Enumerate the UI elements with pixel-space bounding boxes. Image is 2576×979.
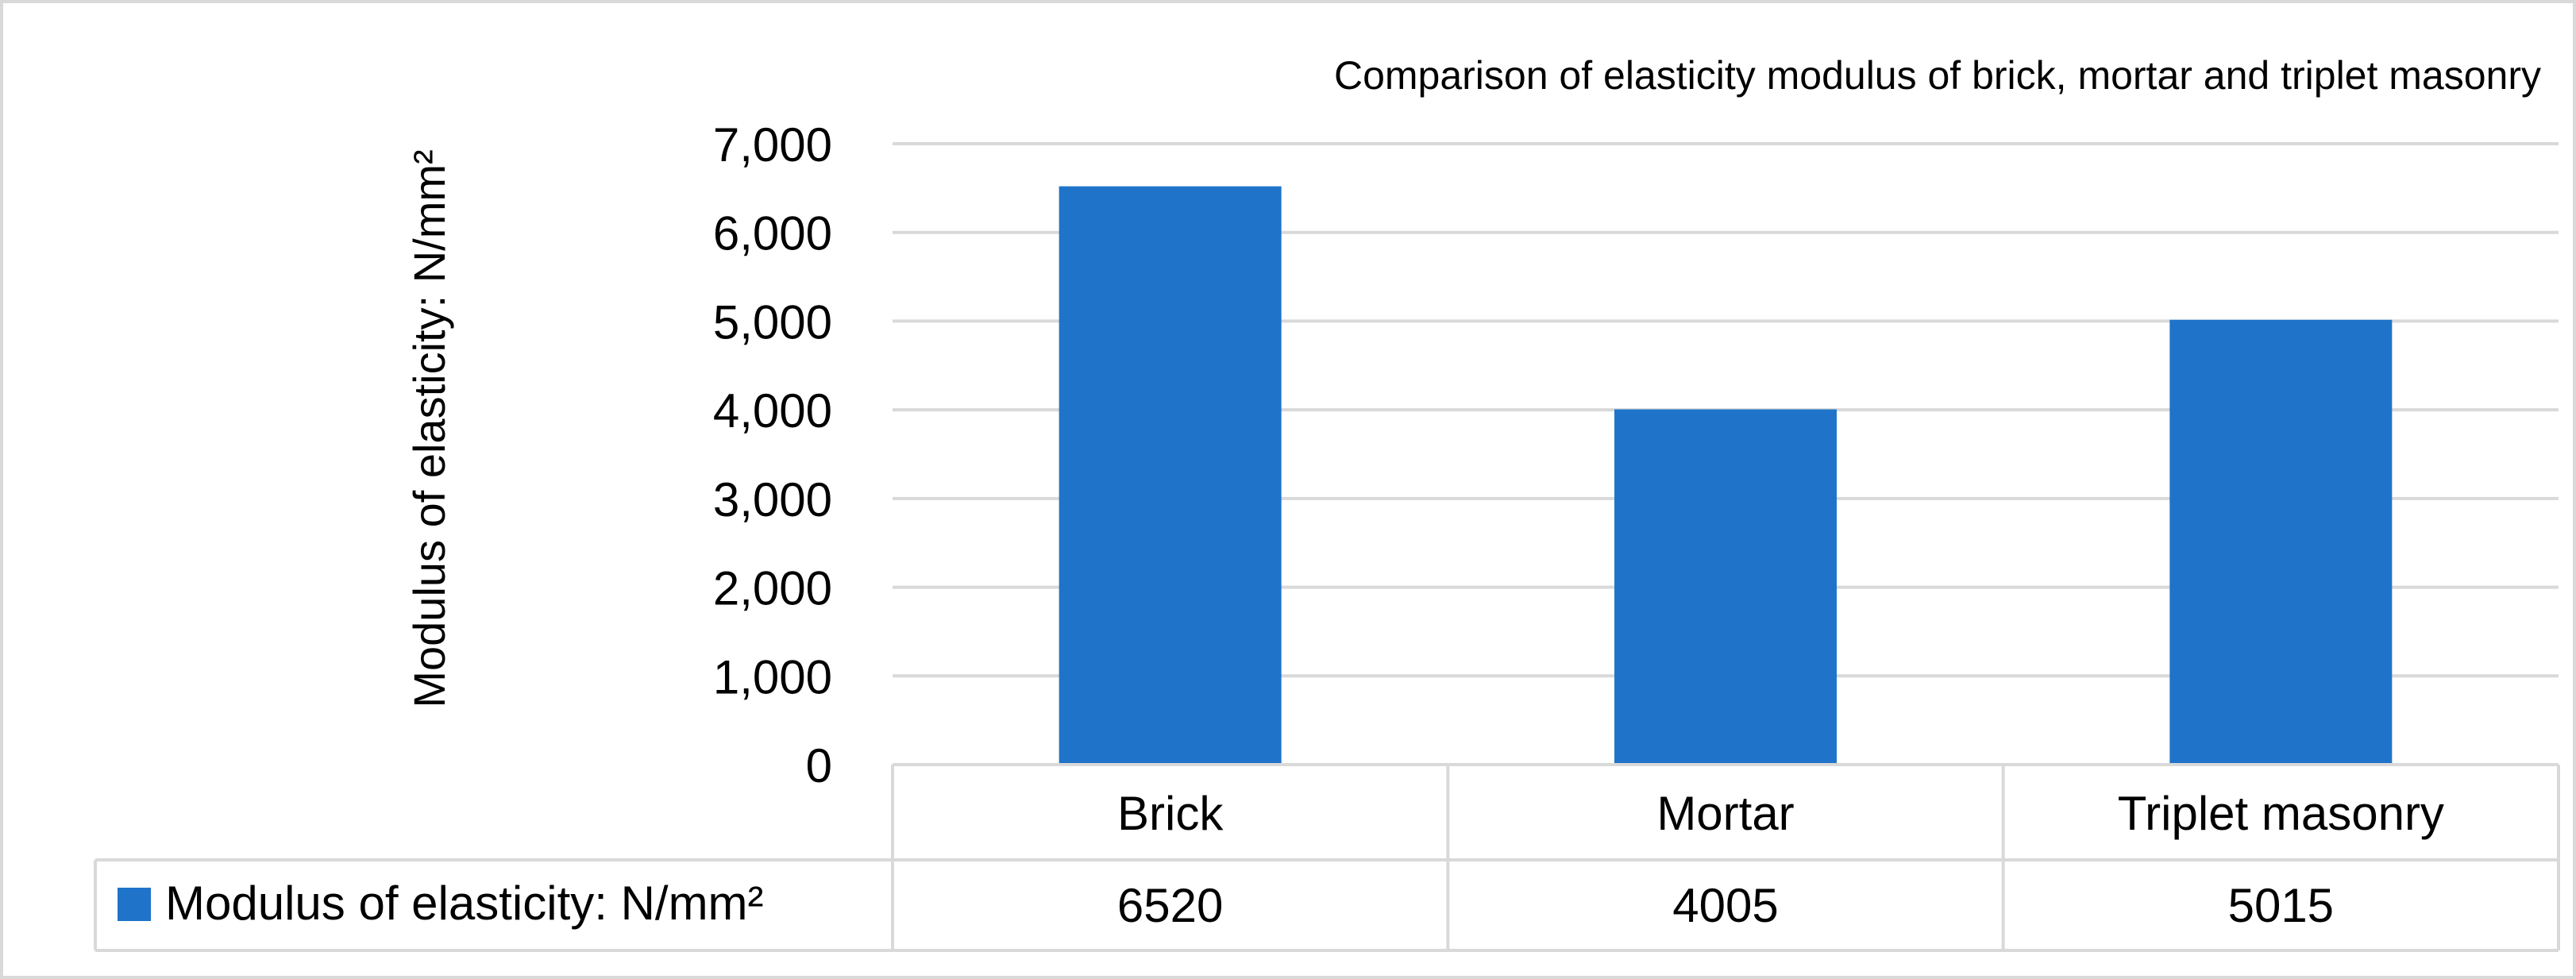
data-table-value: 6520 [1117, 879, 1223, 932]
x-tick-label: Triplet masonry [2118, 787, 2444, 840]
chart-title: Comparison of elasticity modulus of bric… [1334, 53, 2541, 98]
y-tick-label: 2,000 [713, 562, 832, 615]
y-tick-label: 7,000 [713, 118, 832, 172]
bar [1059, 186, 1282, 765]
data-table-row-label: Modulus of elasticity: N/mm² [165, 877, 764, 930]
bar [2169, 319, 2393, 765]
y-tick-label: 3,000 [713, 473, 832, 526]
y-tick-label: 0 [806, 739, 832, 792]
bar [1614, 409, 1837, 765]
data-table: Brick 6520 Mortar 4005 Triplet masonry 5015 Mo… [94, 763, 2560, 952]
y-tick-label: 1,000 [713, 650, 832, 703]
bars [1059, 186, 2393, 765]
y-tick-label: 5,000 [713, 295, 832, 349]
data-table-value: 5015 [2228, 879, 2334, 932]
x-tick-label: Brick [1117, 787, 1224, 840]
legend-key [118, 888, 151, 921]
y-tick-labels: 0 1,000 2,000 3,000 4,000 5,000 6,000 7,000 [713, 118, 832, 792]
y-axis-label: Modulus of elasticity: N/mm² [404, 149, 454, 707]
x-tick-label: Mortar [1656, 787, 1794, 840]
data-table-value: 4005 [1672, 879, 1778, 932]
y-tick-label: 6,000 [713, 207, 832, 260]
y-tick-label: 4,000 [713, 384, 832, 437]
